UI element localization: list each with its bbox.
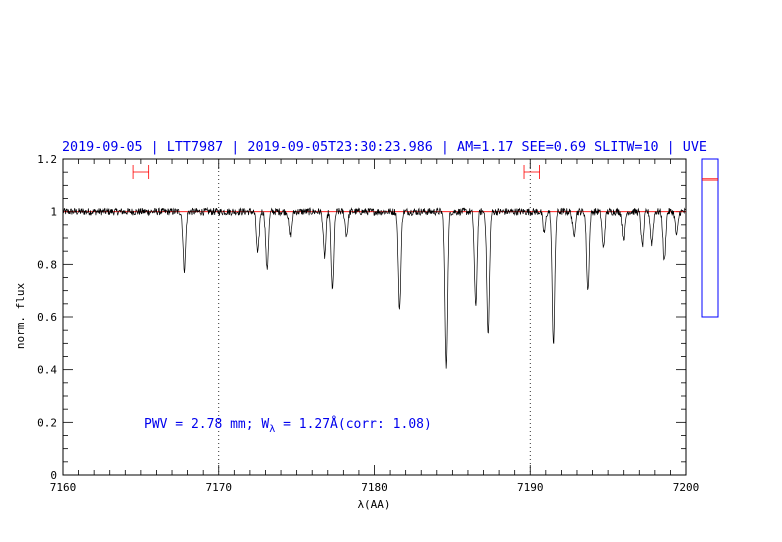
spectrum-line: [62, 206, 687, 369]
x-tick-label: 7160: [50, 481, 77, 494]
side-panel-lines: [702, 178, 718, 181]
continuum-window: [132, 165, 150, 179]
y-tick-label: 1: [50, 206, 57, 219]
y-tick-label: 0.6: [37, 311, 57, 324]
chart-title: 2019-09-05 | LTT7987 | 2019-09-05T23:30:…: [62, 140, 707, 155]
plot-frame: [62, 158, 687, 476]
pwv-annotation-pre: PWV = 2.78 mm; W: [144, 417, 269, 432]
x-tick-label: 7180: [361, 481, 388, 494]
pwv-annotation-post: = 1.27Å(corr: 1.08): [275, 416, 432, 432]
x-tick-label: 7170: [206, 481, 233, 494]
y-axis-label: norm. flux: [14, 283, 27, 350]
continuum-window: [523, 165, 540, 179]
y-tick-label: 0.8: [37, 258, 57, 271]
pwv-annotation: PWV = 2.78 mm; Wλ = 1.27Å(corr: 1.08): [144, 416, 432, 435]
side-panel-frame: [701, 158, 719, 318]
pwv-annotation-sub: λ: [269, 424, 275, 435]
y-tick-labels: 0 0.2 0.4 0.6 0.8 1 1.2: [37, 153, 57, 482]
x-tick-label: 7200: [673, 481, 700, 494]
y-tick-label: 0.4: [37, 364, 57, 377]
continuum-windows: [132, 165, 540, 179]
y-tick-label: 0.2: [37, 416, 57, 429]
x-tick-label: 7190: [517, 481, 544, 494]
y-tick-label: 0: [50, 469, 57, 482]
x-tick-labels: 7160 7170 7180 7190 7200: [50, 481, 700, 494]
x-axis-label: λ(AA): [357, 498, 390, 511]
y-tick-label: 1.2: [37, 153, 57, 166]
